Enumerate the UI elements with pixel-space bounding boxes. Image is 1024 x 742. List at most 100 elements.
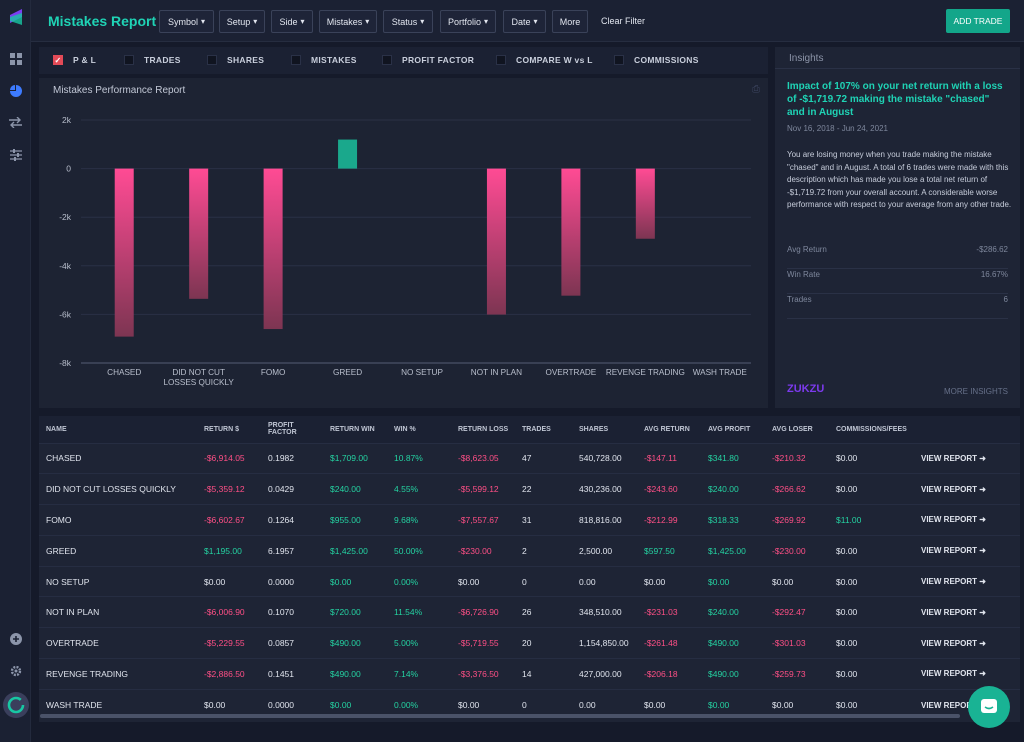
metric-pnl[interactable]: ✓ P & L: [53, 55, 96, 65]
checkbox-checked-icon[interactable]: ✓: [53, 55, 63, 65]
table-row[interactable]: DID NOT CUT LOSSES QUICKLY -$5,359.12 0.04…: [39, 473, 1020, 505]
x-tick-label: CHASED: [107, 368, 141, 377]
status-filter[interactable]: Status ▾: [383, 10, 433, 33]
print-icon[interactable]: ⎙: [752, 84, 760, 95]
pie-chart-icon[interactable]: [7, 82, 24, 99]
y-tick-label: -2k: [59, 212, 72, 222]
column-header[interactable]: [914, 416, 1020, 443]
add-trade-button[interactable]: ADD TRADE: [946, 9, 1010, 33]
table-cell: CHASED: [39, 442, 197, 474]
table-row[interactable]: CHASED -$6,914.05 0.1982 $1,709.00 10.87% -$8…: [39, 442, 1020, 474]
view-report-button[interactable]: VIEW REPORT ➜: [914, 627, 1020, 659]
view-report-button[interactable]: VIEW REPORT ➜: [914, 504, 1020, 536]
clear-filter-button[interactable]: Clear Filter: [601, 16, 646, 26]
view-report-button[interactable]: VIEW REPORT ➜: [914, 534, 1020, 567]
table-row[interactable]: OVERTRADE -$5,229.55 0.0857 $490.00 5.00% -$5…: [39, 627, 1020, 659]
table-cell: 5.00%: [387, 627, 451, 659]
view-report-button[interactable]: VIEW REPORT ➜: [914, 442, 1020, 474]
metric-profit-factor[interactable]: PROFIT FACTOR: [382, 55, 474, 65]
side-filter[interactable]: Side ▾: [271, 10, 313, 33]
column-header[interactable]: RETURN $: [197, 416, 261, 443]
checkbox-icon[interactable]: [124, 55, 134, 65]
bar-greed: [338, 139, 358, 169]
column-header[interactable]: WIN %: [387, 416, 451, 443]
column-header[interactable]: PROFIT FACTOR: [261, 416, 323, 443]
y-tick-label: 0: [66, 164, 71, 174]
table-cell: $0.00: [829, 565, 914, 597]
view-report-label: VIEW REPORT: [921, 484, 978, 494]
insights-title: Insights: [775, 47, 1020, 69]
table-cell: $11.00: [829, 504, 914, 536]
column-header[interactable]: COMMISSIONS/FEES: [829, 416, 914, 443]
column-header[interactable]: AVG LOSER: [765, 416, 829, 443]
insight-description: You are losing money when you trade maki…: [787, 150, 1012, 209]
table-cell: $0.00: [637, 565, 701, 597]
portfolio-filter[interactable]: Portfolio ▾: [440, 10, 496, 33]
column-header[interactable]: AVG PROFIT: [701, 416, 765, 443]
settings-icon[interactable]: [7, 662, 24, 679]
mistakes-filter[interactable]: Mistakes ▾: [319, 10, 377, 33]
add-circle-icon[interactable]: [7, 630, 24, 647]
table-cell: $0.00: [829, 658, 914, 690]
table-cell: -$230.00: [765, 534, 829, 567]
metric-commissions[interactable]: COMMISSIONS: [614, 55, 699, 65]
view-report-button[interactable]: VIEW REPORT ➜: [914, 596, 1020, 628]
column-header[interactable]: RETURN WIN: [323, 416, 387, 443]
checkbox-icon[interactable]: [496, 55, 506, 65]
app-logo-icon[interactable]: [7, 8, 24, 25]
sliders-icon[interactable]: [7, 146, 24, 163]
arrow-right-icon: ➜: [977, 453, 986, 463]
chat-support-button[interactable]: [968, 686, 1010, 728]
column-header[interactable]: TRADES: [515, 416, 572, 443]
table-cell: $240.00: [701, 473, 765, 505]
table-row[interactable]: NO SETUP $0.00 0.0000 $0.00 0.00% $0.00 0 0.00 $…: [39, 565, 1020, 597]
x-tick-label: WASH TRADE: [693, 368, 748, 377]
table-cell: GREED: [39, 534, 197, 567]
checkbox-icon[interactable]: [614, 55, 624, 65]
table-cell: $318.33: [701, 504, 765, 536]
column-header[interactable]: RETURN LOSS: [451, 416, 515, 443]
table-row[interactable]: NOT IN PLAN -$6,006.90 0.1070 $720.00 11.54%…: [39, 596, 1020, 628]
checkbox-icon[interactable]: [291, 55, 301, 65]
view-report-button[interactable]: VIEW REPORT ➜: [914, 565, 1020, 597]
more-insights-link[interactable]: MORE INSIGHTS: [943, 387, 1008, 396]
date-filter[interactable]: Date ▾: [503, 10, 546, 33]
metric-compare[interactable]: COMPARE W vs L: [496, 55, 593, 65]
table-cell: -$292.47: [765, 596, 829, 628]
view-report-button[interactable]: VIEW REPORT ➜: [914, 658, 1020, 690]
view-report-label: VIEW REPORT: [921, 638, 978, 648]
x-tick-label: REVENGE TRADING: [606, 368, 685, 377]
dashboard-icon[interactable]: [7, 50, 24, 67]
table-cell: -$5,229.55: [197, 627, 261, 659]
metric-trades[interactable]: TRADES: [124, 55, 181, 65]
table-cell: 26: [515, 596, 572, 628]
table-cell: 2,500.00: [572, 534, 637, 567]
table-cell: -$269.92: [765, 504, 829, 536]
more-button[interactable]: More: [552, 10, 588, 33]
setup-filter[interactable]: Setup ▾: [219, 10, 265, 33]
checkbox-icon[interactable]: [207, 55, 217, 65]
table-cell: 0.1070: [261, 596, 323, 628]
table-row[interactable]: GREED $1,195.00 6.1957 $1,425.00 50.00% -$230…: [39, 534, 1020, 567]
table-cell: -$5,719.55: [451, 627, 515, 659]
metric-selector: ✓ P & L TRADES SHARES MISTAKES PROFIT FAC…: [39, 47, 768, 74]
table-cell: -$212.99: [637, 504, 701, 536]
arrow-right-icon: ➜: [977, 515, 986, 525]
table-row[interactable]: REVENGE TRADING -$2,886.50 0.1451 $490.00 7.…: [39, 658, 1020, 690]
column-header[interactable]: NAME: [39, 416, 197, 443]
metric-shares[interactable]: SHARES: [207, 55, 264, 65]
profile-ring-icon[interactable]: [3, 692, 29, 718]
metric-mistakes[interactable]: MISTAKES: [291, 55, 357, 65]
checkbox-icon[interactable]: [382, 55, 392, 65]
view-report-button[interactable]: VIEW REPORT ➜: [914, 473, 1020, 505]
symbol-filter[interactable]: Symbol ▾: [159, 10, 214, 33]
column-header[interactable]: SHARES: [572, 416, 637, 443]
table-cell: -$301.03: [765, 627, 829, 659]
column-header[interactable]: AVG RETURN: [637, 416, 701, 443]
table-cell: $1,195.00: [197, 534, 261, 567]
transfer-icon[interactable]: [7, 114, 24, 131]
horizontal-scrollbar[interactable]: [40, 714, 960, 718]
table-cell: $0.00: [829, 534, 914, 567]
table-row[interactable]: FOMO -$6,602.67 0.1264 $955.00 9.68% -$7,557.…: [39, 504, 1020, 536]
